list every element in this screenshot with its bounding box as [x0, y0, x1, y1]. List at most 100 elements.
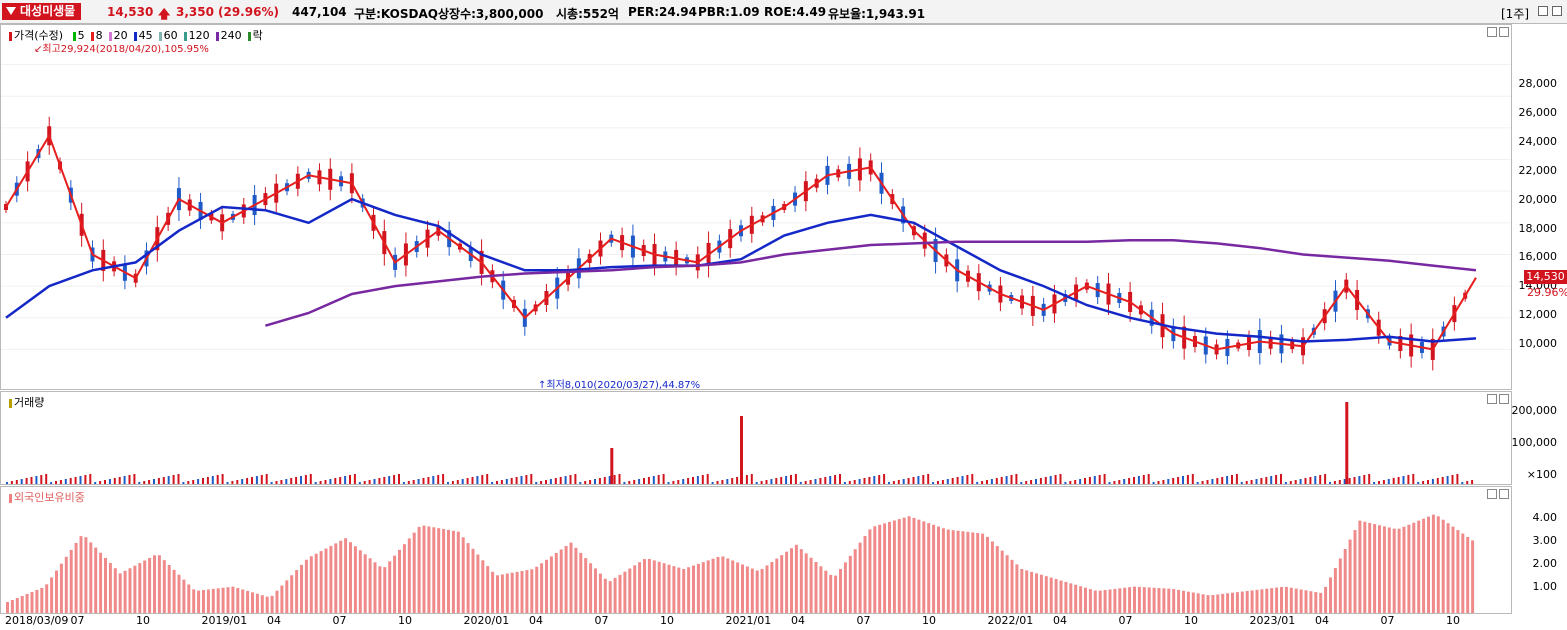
volume-bar: [442, 474, 445, 484]
volume-bar: [35, 476, 38, 484]
foreign-ratio-bar: [50, 577, 54, 613]
volume-bar: [368, 480, 371, 484]
foreign-ratio-bar: [309, 556, 313, 613]
foreign-ratio-bar: [496, 575, 499, 613]
ma-legend-marker: [183, 31, 187, 41]
volume-bar: [1329, 482, 1331, 484]
volume-bar: [1363, 475, 1366, 484]
foreign-ratio-bar: [745, 566, 749, 613]
volume-bar: [133, 474, 136, 484]
price-change-percent: (29.96%): [218, 5, 279, 19]
pane-close-icon[interactable]: [1499, 489, 1509, 499]
series-line-45: [5, 197, 1477, 343]
maximize-button[interactable]: [1538, 6, 1548, 16]
ma-legend-label: 240: [220, 29, 242, 42]
volume-bar: [745, 475, 748, 484]
x-tick-label: 2022/01: [987, 614, 1034, 627]
foreign-ratio-bar: [662, 563, 666, 613]
volume-bar: [1079, 479, 1082, 484]
foreign-ratio-bar: [790, 548, 793, 613]
volume-bar: [280, 480, 283, 484]
volume-bar: [1226, 476, 1229, 484]
foreign-ratio-bar: [1245, 591, 1249, 613]
pane-min-icon[interactable]: [1487, 27, 1497, 37]
volume-bar: [1049, 476, 1052, 484]
volume-bar: [461, 479, 464, 484]
ma-legend-label: 8: [95, 29, 103, 42]
foreign-ratio-bar: [540, 563, 544, 613]
volume-bar: [50, 482, 53, 484]
foreign-ratio-bar: [907, 516, 911, 613]
foreign-ratio-bar: [1010, 559, 1014, 613]
volume-bar: [647, 477, 650, 484]
foreign-ratio-bar: [780, 555, 784, 613]
volume-bar: [393, 475, 396, 484]
up-arrow-icon: 🡅: [158, 7, 171, 21]
volume-bar: [932, 482, 935, 484]
pane-close-icon[interactable]: [1499, 394, 1509, 404]
volume-bar: [275, 481, 278, 484]
volume-bar: [172, 475, 175, 484]
volume-bar: [510, 478, 513, 484]
series-line-가격(수정): [5, 133, 1477, 351]
volume-bar: [638, 479, 641, 484]
pane-min-icon[interactable]: [1487, 394, 1497, 404]
volume-bar: [1201, 481, 1204, 484]
foreign-ratio-bar: [701, 562, 705, 613]
volume-bar: [750, 474, 753, 484]
volume-bar: [1000, 477, 1003, 484]
volume-bar: [598, 478, 601, 484]
foreign-ratio-bar: [1304, 590, 1308, 613]
volume-bar: [486, 474, 489, 484]
volume-bar: [447, 482, 449, 484]
foreign-ratio-pane[interactable]: 외국인보유비중: [0, 486, 1512, 614]
price-legend-label: 가격(수정): [14, 29, 64, 42]
volume-bar: [1059, 474, 1062, 484]
volume-bar: [657, 475, 660, 484]
x-tick-label: 07: [594, 614, 609, 627]
foreign-ratio-bar: [1118, 588, 1122, 613]
foreign-ratio-bar: [1461, 533, 1465, 613]
foreign-ratio-bar: [226, 587, 230, 613]
foreign-ratio-bar: [1157, 588, 1161, 613]
price-chart-pane[interactable]: 가격(수정) 5 8 20 45 60 120 240 락 ↙최고29,924(2018/04…: [0, 24, 1512, 391]
volume-bar: [809, 480, 812, 484]
foreign-ratio-bar: [883, 523, 887, 613]
close-button[interactable]: [1552, 6, 1562, 16]
foreign-ratio-bar: [216, 588, 220, 613]
volume-bar: [491, 482, 494, 484]
foreign-ratio-bar: [1020, 569, 1024, 613]
volume-bar: [236, 480, 239, 484]
foreign-ratio-bar: [344, 538, 348, 613]
foreign-ratio-bar: [1000, 550, 1004, 613]
stock-name-selector[interactable]: 대성미생물: [2, 3, 82, 20]
volume-bar: [255, 476, 258, 484]
volume-bar: [564, 476, 567, 484]
volume-bar: [476, 476, 479, 484]
volume-bar: [765, 480, 768, 484]
foreign-ratio-bar: [1088, 589, 1092, 613]
foreign-ratio-bar: [603, 578, 607, 613]
volume-bar: [917, 476, 920, 484]
foreign-ratio-bar: [892, 520, 896, 613]
volume-bar: [197, 479, 200, 484]
foreign-ratio-bar: [535, 566, 539, 613]
foreign-ratio-bar: [1235, 592, 1239, 613]
foreign-ratio-bar: [1221, 593, 1225, 613]
volume-bar: [618, 474, 621, 484]
pane-min-icon[interactable]: [1487, 489, 1497, 499]
volume-bar: [1471, 480, 1474, 484]
foreign-ratio-bar: [500, 574, 504, 613]
foreign-ratio-bar: [1441, 519, 1445, 613]
x-tick-label: 07: [332, 614, 347, 627]
volume-bar: [1103, 474, 1106, 484]
volume-bar: [1235, 474, 1238, 484]
pane-close-icon[interactable]: [1499, 27, 1509, 37]
volume-pane[interactable]: 거래량: [0, 391, 1512, 485]
current-price-pct: 29.96%: [1527, 286, 1567, 299]
volume-bar: [755, 482, 758, 484]
foreign-ratio-bar: [834, 575, 838, 613]
volume-bar: [1299, 479, 1302, 484]
period-selector[interactable]: [1주]: [1501, 7, 1530, 21]
volume-bar: [241, 479, 244, 484]
